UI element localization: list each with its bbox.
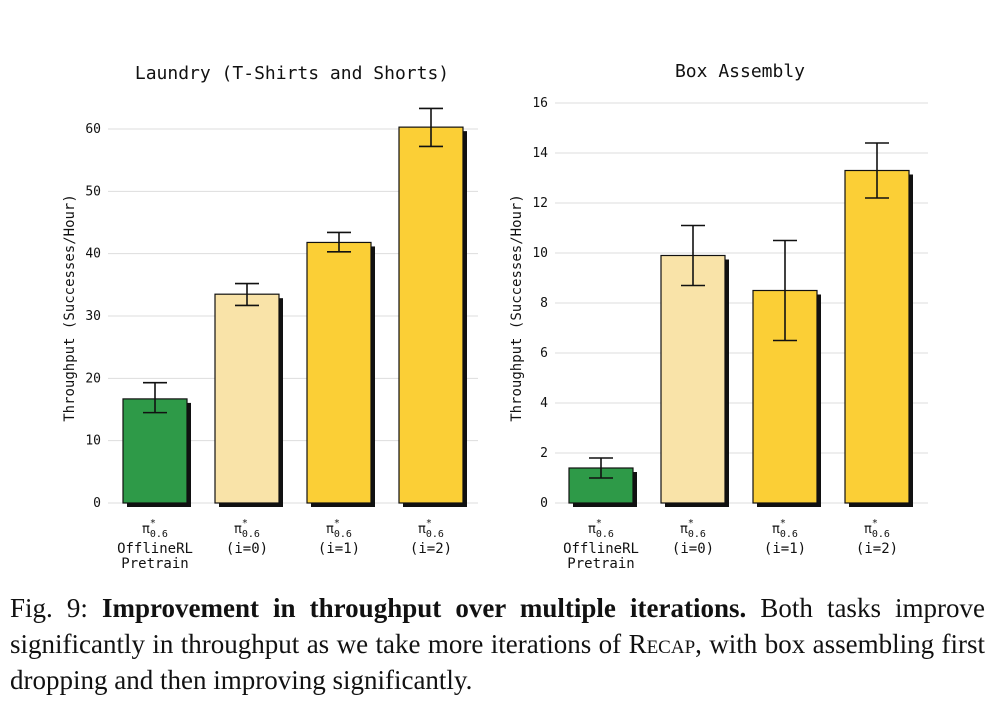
y-tick-label: 16 (532, 96, 548, 111)
bar (660, 254, 726, 504)
bar (844, 169, 910, 504)
x-tick-label: (i=1) (318, 541, 360, 557)
y-tick-label: 10 (532, 246, 548, 261)
caption-bold: Improvement in throughput over multiple … (101, 593, 747, 623)
figure-caption: Fig. 9: Improvement in throughput over m… (10, 590, 985, 698)
y-axis-label: Throughput (Successes/Hour) (62, 194, 78, 422)
caption-method: Recap (628, 629, 696, 659)
x-tick-symbol: π* 0.6 (864, 518, 890, 540)
y-tick-label: 12 (532, 196, 548, 211)
x-tick-symbol: π* 0.6 (418, 518, 444, 540)
x-tick-label: (i=2) (856, 541, 898, 557)
caption-text-1: Both tasks improve significantly in thro… (10, 593, 986, 659)
y-tick-label: 40 (85, 247, 101, 262)
chart-title: Laundry (T-Shirts and Shorts) (135, 63, 449, 84)
y-tick-label: 2 (540, 446, 548, 461)
caption-label: Fig. 9: (10, 593, 88, 623)
x-tick-label: (i=0) (672, 541, 714, 557)
x-tick-symbol: π* 0.6 (772, 518, 798, 540)
y-axis-label: Throughput (Successes/Hour) (509, 194, 525, 422)
x-tick-symbol: π* 0.6 (326, 518, 352, 540)
y-tick-label: 4 (540, 396, 548, 411)
y-tick-label: 30 (85, 309, 101, 324)
y-tick-label: 10 (85, 434, 101, 449)
chart-title: Box Assembly (675, 61, 805, 82)
y-tick-label: 50 (85, 184, 101, 199)
x-tick-symbol: π* 0.6 (680, 518, 706, 540)
x-tick-label: OfflineRL (117, 541, 193, 557)
x-tick-label: Pretrain (567, 556, 634, 572)
bar (214, 293, 280, 504)
y-tick-label: 8 (540, 296, 548, 311)
x-tick-label: (i=0) (226, 541, 268, 557)
x-tick-symbol: π* 0.6 (588, 518, 614, 540)
bar (398, 126, 464, 504)
y-tick-label: 14 (532, 146, 548, 161)
chart-box-assembly: Box Assembly Throughput (Successes/Hour) 0… (509, 61, 928, 572)
y-tick-label: 6 (540, 346, 548, 361)
x-tick-label: (i=2) (410, 541, 452, 557)
caption-text-2: , with box assembling first dropping and… (10, 629, 986, 695)
y-tick-label: 60 (85, 122, 101, 137)
y-tick-label: 20 (85, 371, 101, 386)
bar (122, 398, 188, 504)
bar (306, 241, 372, 504)
chart-laundry: Laundry (T-Shirts and Shorts) Throughput … (62, 63, 478, 572)
x-tick-label: (i=1) (764, 541, 806, 557)
x-tick-label: OfflineRL (563, 541, 639, 557)
y-tick-label: 0 (540, 496, 548, 511)
x-tick-symbol: π* 0.6 (234, 518, 260, 540)
figure: Laundry (T-Shirts and Shorts) Throughput … (62, 61, 928, 572)
x-tick-label: Pretrain (121, 556, 188, 572)
x-tick-symbol: π* 0.6 (142, 518, 168, 540)
y-tick-label: 0 (93, 496, 101, 511)
